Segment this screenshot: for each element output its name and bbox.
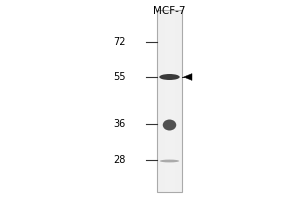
Bar (176, 10, 177, 192)
Bar (162, 10, 163, 192)
Text: MCF-7: MCF-7 (153, 6, 186, 16)
Bar (157, 10, 158, 192)
Bar (158, 10, 159, 192)
Bar (172, 10, 173, 192)
Bar (164, 10, 165, 192)
Bar (178, 10, 179, 192)
Bar (182, 10, 183, 192)
Bar (174, 10, 175, 192)
Text: 72: 72 (113, 37, 126, 47)
Bar (177, 10, 178, 192)
Bar (166, 10, 167, 192)
Text: 55: 55 (113, 72, 126, 82)
Bar (159, 10, 160, 192)
Bar (175, 10, 176, 192)
Bar (170, 10, 171, 192)
Polygon shape (184, 74, 192, 80)
Bar (167, 10, 168, 192)
Bar (173, 10, 174, 192)
Bar (165, 10, 166, 192)
Ellipse shape (160, 160, 179, 162)
Ellipse shape (163, 119, 176, 130)
Bar (157, 10, 182, 192)
Bar (161, 10, 162, 192)
Bar (171, 10, 172, 192)
Bar (179, 10, 180, 192)
Bar (180, 10, 181, 192)
Bar (169, 10, 170, 192)
Text: 28: 28 (114, 155, 126, 165)
Bar (168, 10, 169, 192)
Bar (160, 10, 161, 192)
Bar (163, 10, 164, 192)
Text: 36: 36 (114, 119, 126, 129)
Ellipse shape (159, 74, 180, 80)
